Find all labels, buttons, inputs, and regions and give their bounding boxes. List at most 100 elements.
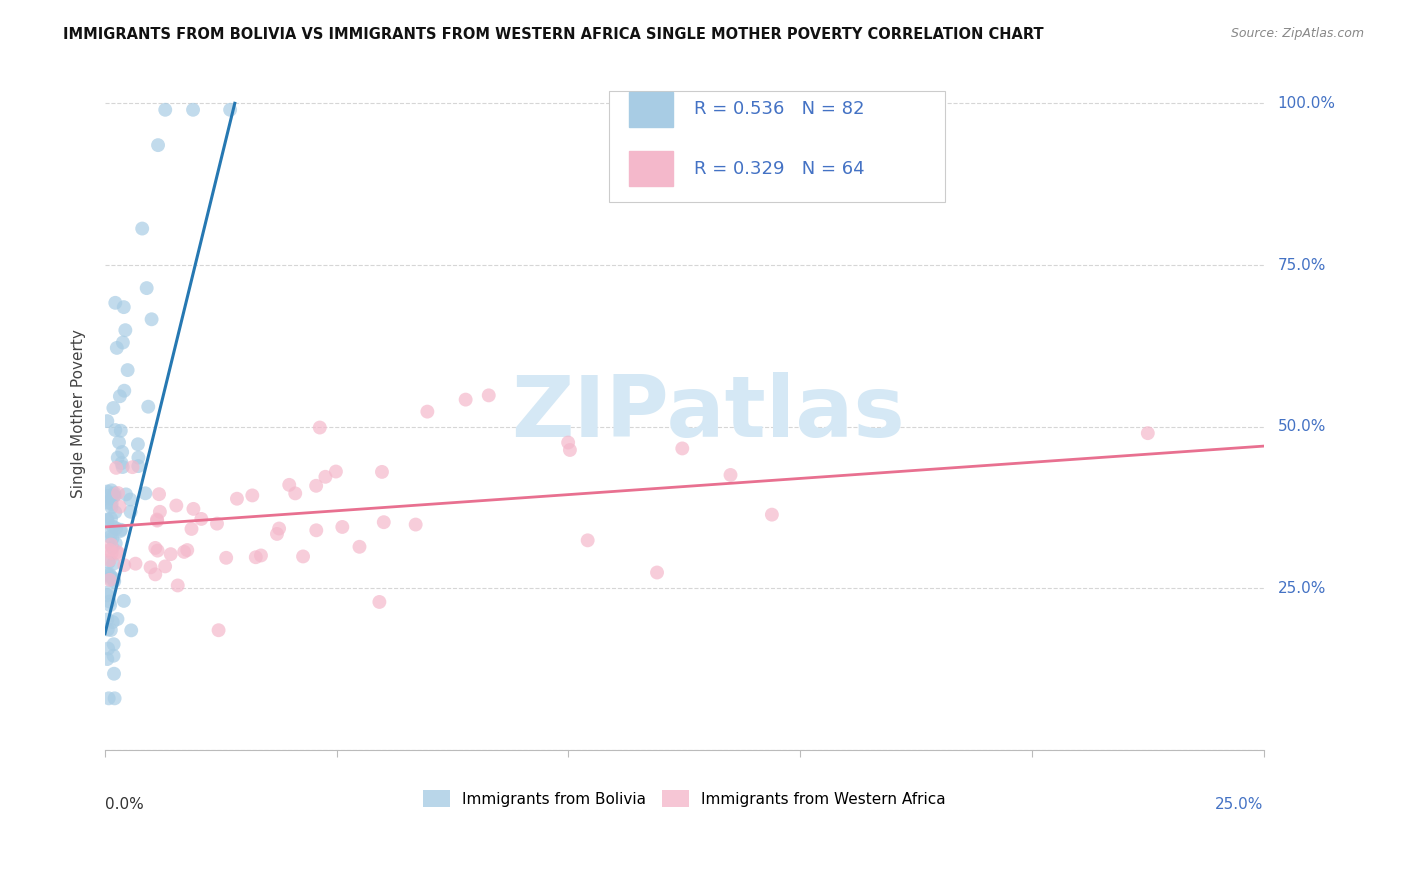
Point — [111, 445, 134, 459]
Point — [176, 543, 198, 558]
Point — [103, 401, 125, 415]
Text: ZIPatlas: ZIPatlas — [510, 372, 904, 455]
Point — [96, 489, 118, 503]
Point — [136, 400, 159, 414]
Point — [103, 489, 125, 503]
Point — [305, 479, 328, 493]
Point — [148, 487, 170, 501]
Point — [416, 404, 439, 418]
Point — [104, 423, 127, 437]
Text: 0.0%: 0.0% — [105, 797, 143, 812]
Point — [107, 486, 129, 500]
Point — [120, 492, 142, 507]
Point — [146, 543, 169, 558]
Point — [558, 442, 581, 457]
Point — [96, 588, 118, 602]
Point — [100, 511, 122, 525]
Point — [96, 612, 118, 626]
Point — [131, 221, 153, 235]
Point — [100, 546, 122, 560]
Point — [349, 540, 371, 554]
Point — [330, 520, 353, 534]
Point — [96, 484, 118, 499]
Point — [124, 557, 146, 571]
Point — [166, 578, 188, 592]
Point — [308, 420, 330, 434]
Point — [111, 335, 134, 350]
Point — [115, 487, 138, 501]
Point — [720, 467, 742, 482]
Point — [110, 523, 132, 537]
FancyBboxPatch shape — [609, 91, 945, 202]
Point — [110, 424, 132, 438]
Point — [104, 505, 127, 519]
Point — [98, 598, 121, 612]
Point — [165, 499, 187, 513]
Point — [278, 478, 301, 492]
Point — [180, 522, 202, 536]
Point — [127, 437, 149, 451]
Point — [98, 573, 121, 587]
Point — [143, 541, 166, 555]
Point — [141, 312, 163, 326]
Point — [100, 537, 122, 551]
Point — [101, 541, 124, 555]
Point — [368, 595, 391, 609]
Point — [215, 550, 238, 565]
Point — [100, 500, 122, 515]
Point — [120, 624, 142, 638]
Point — [108, 435, 131, 450]
Point — [305, 524, 328, 538]
Point — [103, 573, 125, 587]
Point — [112, 384, 135, 398]
Point — [557, 435, 579, 450]
Point — [146, 138, 169, 153]
Point — [111, 460, 134, 475]
Point — [101, 615, 124, 629]
Point — [1136, 426, 1159, 441]
Point — [103, 666, 125, 681]
Point — [107, 545, 129, 559]
Point — [96, 566, 118, 581]
Point — [146, 512, 169, 526]
Point — [100, 483, 122, 498]
Point — [405, 517, 427, 532]
Point — [107, 612, 129, 626]
Point — [240, 488, 263, 502]
Point — [100, 491, 122, 506]
Point — [159, 547, 181, 561]
Point — [97, 585, 120, 599]
Text: Source: ZipAtlas.com: Source: ZipAtlas.com — [1230, 27, 1364, 40]
Point — [314, 470, 336, 484]
Point — [266, 527, 288, 541]
Point — [96, 513, 118, 527]
Point — [454, 392, 477, 407]
Point — [100, 623, 122, 637]
Point — [114, 323, 136, 337]
Point — [105, 521, 128, 535]
Point — [146, 514, 169, 528]
Point — [97, 641, 120, 656]
Point — [104, 536, 127, 550]
Point — [103, 574, 125, 589]
Point — [105, 341, 128, 355]
Point — [181, 103, 204, 117]
Point — [207, 624, 229, 638]
Point — [671, 442, 693, 456]
Point — [292, 549, 315, 564]
Point — [173, 545, 195, 559]
Point — [135, 281, 157, 295]
Point — [149, 505, 172, 519]
Point — [98, 542, 121, 557]
Point — [373, 515, 395, 529]
Point — [120, 505, 142, 519]
Point — [104, 691, 127, 706]
Point — [127, 459, 149, 474]
Point — [153, 559, 176, 574]
Point — [108, 500, 131, 514]
Point — [98, 569, 121, 583]
Point — [103, 557, 125, 571]
Point — [98, 553, 121, 567]
Point — [108, 389, 131, 403]
Point — [108, 547, 131, 561]
